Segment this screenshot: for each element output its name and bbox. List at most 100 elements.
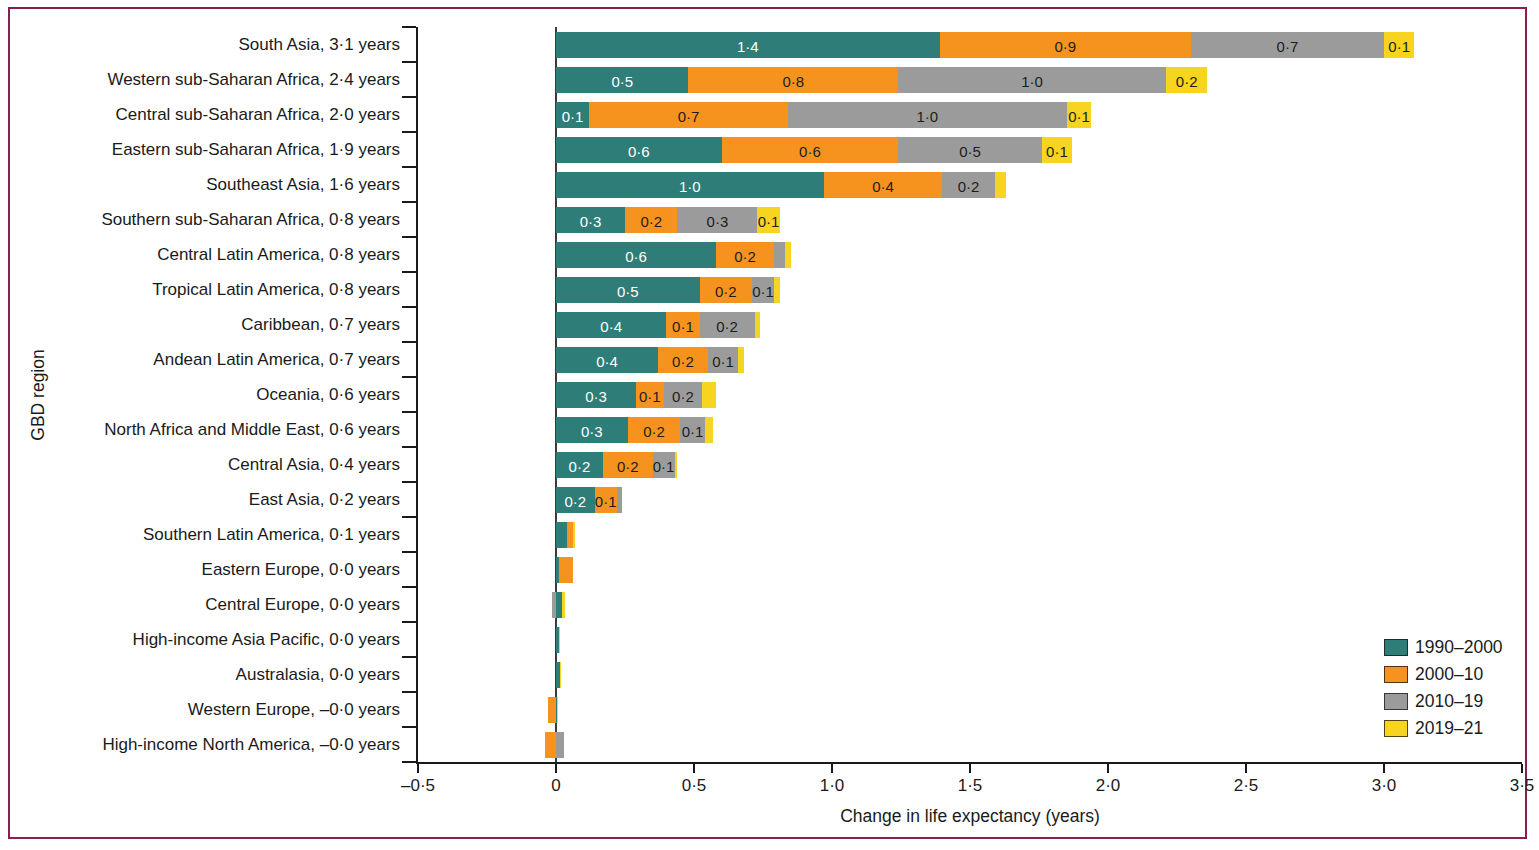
bar-value-label: 0·3 [585, 388, 607, 403]
x-axis-tick-label: –0·5 [401, 776, 435, 796]
bar-value-label: 0·4 [596, 353, 618, 368]
region-label: Eastern sub-Saharan Africa, 1·9 years [112, 140, 400, 160]
x-axis-tick [417, 764, 419, 773]
bar-value-label: 0·2 [672, 353, 694, 368]
x-axis-tick [1521, 764, 1523, 773]
y-axis-line [416, 27, 418, 764]
x-axis-title: Change in life expectancy (years) [840, 806, 1100, 827]
y-axis-title: GBD region [28, 349, 49, 440]
bar-value-label: 0·1 [595, 493, 617, 508]
legend-label: 2010–19 [1415, 691, 1483, 712]
region-label: Andean Latin America, 0·7 years [153, 350, 400, 370]
x-axis-tick [1383, 764, 1385, 773]
bar-segment-2019–21 [702, 382, 716, 408]
bar-value-label: 1·0 [1021, 73, 1043, 88]
bar-value-label: 0·7 [1277, 38, 1299, 53]
y-axis-tick [402, 551, 416, 553]
bar-value-label: 0·7 [678, 108, 700, 123]
region-label: Central Europe, 0·0 years [205, 595, 400, 615]
y-axis-tick [402, 376, 416, 378]
y-axis-tick [402, 411, 416, 413]
bar-value-label: 0·2 [734, 248, 756, 263]
bar-segment-2019–21 [562, 592, 565, 618]
bar-segment-2019–21 [573, 522, 576, 548]
bar-value-label: 0·3 [580, 213, 602, 228]
bar-value-label: 0·2 [715, 283, 737, 298]
y-axis-tick [402, 341, 416, 343]
bar-segment-2019–21 [785, 242, 791, 268]
x-axis-tick-label: 1·5 [958, 776, 983, 796]
bar-segment-1990–2000 [556, 522, 567, 548]
y-axis-tick [402, 726, 416, 728]
bar-segment-2019–21 [755, 312, 761, 338]
y-axis-tick [402, 621, 416, 623]
bar-value-label: 0·9 [1054, 38, 1076, 53]
bar-value-label: 0·2 [569, 458, 591, 473]
region-label: North Africa and Middle East, 0·6 years [104, 420, 400, 440]
bar-value-label: 0·2 [564, 493, 586, 508]
bar-segment-2010–19 [617, 487, 623, 513]
bar-value-label: 1·0 [679, 178, 701, 193]
region-label: Central Latin America, 0·8 years [157, 245, 400, 265]
y-axis-tick [402, 61, 416, 63]
y-axis-tick [402, 481, 416, 483]
region-label: South Asia, 3·1 years [238, 35, 400, 55]
bar-value-label: 0·1 [1046, 143, 1068, 158]
legend-swatch [1384, 720, 1408, 737]
bar-value-label: 0·2 [617, 458, 639, 473]
region-label: Southern sub-Saharan Africa, 0·8 years [101, 210, 400, 230]
region-label: Western Europe, –0·0 years [188, 700, 400, 720]
bar-value-label: 0·6 [625, 248, 647, 263]
bar-value-label: 0·2 [1176, 73, 1198, 88]
region-label: Caribbean, 0·7 years [241, 315, 400, 335]
bar-segment-2019–21 [705, 417, 713, 443]
y-axis-tick [402, 131, 416, 133]
legend-label: 1990–2000 [1415, 637, 1503, 658]
y-axis-tick [402, 236, 416, 238]
bar-value-label: 0·1 [562, 108, 584, 123]
bar-value-label: 0·1 [682, 423, 704, 438]
bar-value-label: 0·1 [712, 353, 734, 368]
y-axis-tick [402, 446, 416, 448]
region-label: Southeast Asia, 1·6 years [206, 175, 400, 195]
bar-segment-2019–21 [559, 627, 561, 653]
region-label: Australasia, 0·0 years [236, 665, 400, 685]
bar-value-label: 0·1 [672, 318, 694, 333]
y-axis-tick [402, 516, 416, 518]
y-axis-tick [402, 306, 416, 308]
bar-segment-2019–21 [774, 277, 780, 303]
legend-swatch [1384, 666, 1408, 683]
x-axis-tick-label: 2·5 [1234, 776, 1259, 796]
bar-value-label: 1·0 [916, 108, 938, 123]
figure: South Asia, 3·1 years1·40·90·70·1Western… [0, 0, 1539, 850]
bar-value-label: 0·1 [1388, 38, 1410, 53]
bar-value-label: 0·2 [640, 213, 662, 228]
region-label: Southern Latin America, 0·1 years [143, 525, 400, 545]
bar-value-label: 0·1 [639, 388, 661, 403]
x-axis-tick-label: 0·5 [682, 776, 707, 796]
bar-segment-2019–21 [675, 452, 678, 478]
x-axis-tick-label: 3·5 [1510, 776, 1535, 796]
bar-value-label: 0·2 [958, 178, 980, 193]
bar-value-label: 0·2 [672, 388, 694, 403]
region-label: Western sub-Saharan Africa, 2·4 years [107, 70, 400, 90]
region-label: High-income North America, –0·0 years [102, 735, 400, 755]
legend-label: 2000–10 [1415, 664, 1483, 685]
x-axis-tick-label: 0 [551, 776, 560, 796]
bar-value-label: 0·2 [643, 423, 665, 438]
bar-value-label: 0·8 [783, 73, 805, 88]
region-label: Central Asia, 0·4 years [228, 455, 400, 475]
bar-segment-2019–21 [557, 697, 558, 723]
y-axis-tick [402, 166, 416, 168]
region-label: East Asia, 0·2 years [249, 490, 400, 510]
y-axis-tick [402, 761, 416, 763]
y-axis-tick [402, 691, 416, 693]
x-axis-tick [1245, 764, 1247, 773]
bar-value-label: 0·6 [799, 143, 821, 158]
bar-segment-2010–19 [556, 732, 564, 758]
bar-segment-2000–10 [548, 697, 556, 723]
legend-swatch [1384, 639, 1408, 656]
y-axis-tick [402, 96, 416, 98]
bar-segment-2010–19 [774, 242, 785, 268]
bar-segment-2000–10 [545, 732, 556, 758]
